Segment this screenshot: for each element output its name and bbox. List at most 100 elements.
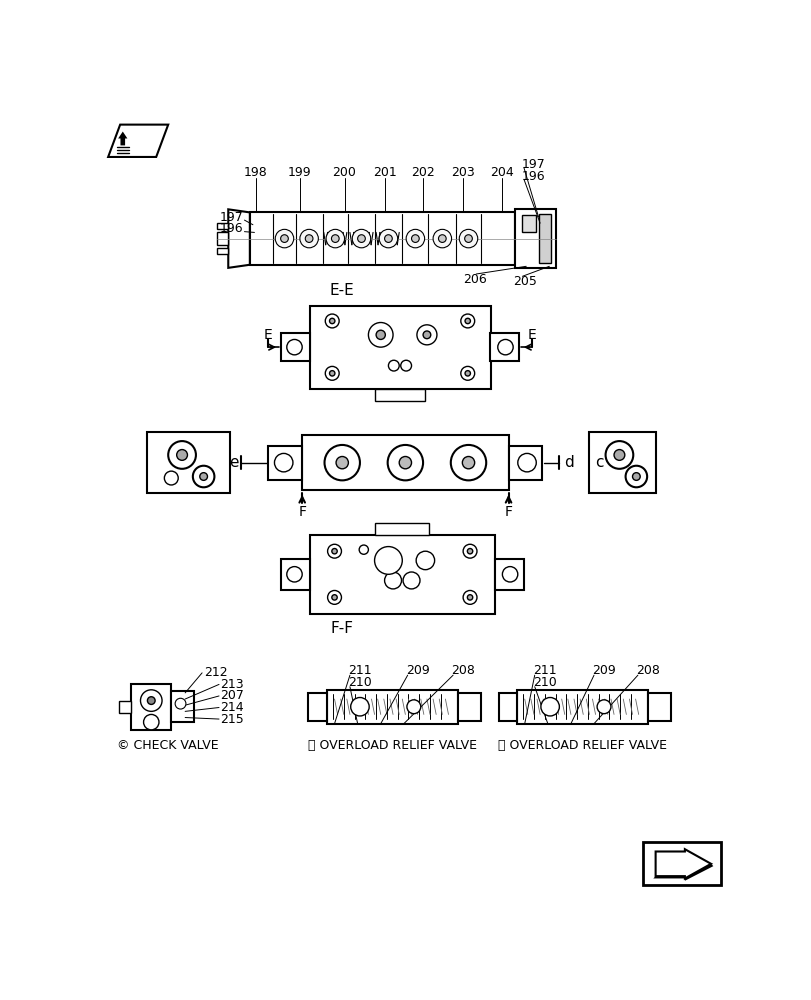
Polygon shape [118,132,127,145]
Circle shape [450,445,486,480]
Text: 197: 197 [220,211,243,224]
Text: 208: 208 [451,664,475,677]
Circle shape [465,318,470,324]
Bar [642,842,720,885]
Text: ⓔ OVERLOAD RELIEF VALVE: ⓔ OVERLOAD RELIEF VALVE [497,739,666,752]
Circle shape [497,339,513,355]
Text: 197: 197 [521,158,544,171]
Circle shape [374,547,401,574]
Circle shape [326,229,344,248]
Bar [498,693,517,721]
Bar [647,693,670,721]
Circle shape [329,371,334,376]
Bar [508,446,542,480]
Circle shape [177,450,187,460]
Circle shape [416,551,434,570]
Circle shape [596,700,610,714]
Bar [118,701,131,713]
Circle shape [406,700,420,714]
Polygon shape [228,209,250,268]
Text: F: F [504,505,512,519]
Circle shape [325,314,339,328]
Circle shape [329,318,334,324]
Bar [490,333,519,361]
Circle shape [379,229,397,248]
Circle shape [332,549,337,554]
Text: E: E [527,328,536,342]
Circle shape [336,456,348,469]
Bar [147,432,230,493]
Text: 200: 200 [333,166,356,179]
Circle shape [352,229,371,248]
Circle shape [140,690,162,711]
Bar [217,232,228,245]
Text: 209: 209 [592,664,616,677]
Bar [494,559,523,590]
Polygon shape [108,125,168,157]
Circle shape [399,456,411,469]
Bar [217,223,228,229]
Circle shape [540,698,559,716]
Text: 204: 204 [490,166,513,179]
Circle shape [605,441,633,469]
Circle shape [305,235,312,242]
Circle shape [286,567,302,582]
Circle shape [200,473,208,480]
Bar [250,212,515,265]
Text: 198: 198 [244,166,268,179]
Text: 203: 203 [451,166,474,179]
Text: 210: 210 [533,676,556,689]
Circle shape [368,323,393,347]
Circle shape [286,339,302,355]
Text: F-F: F-F [330,621,354,636]
Text: E-E: E-E [329,283,354,298]
Circle shape [358,545,368,554]
Circle shape [327,544,341,558]
Circle shape [461,456,474,469]
Circle shape [168,441,195,469]
Text: 210: 210 [348,676,371,689]
Bar [217,248,228,254]
Circle shape [465,371,470,376]
Bar [457,693,480,721]
Circle shape [462,590,476,604]
Circle shape [148,697,155,704]
Text: 207: 207 [221,689,244,702]
Bar [375,523,429,535]
Circle shape [281,235,288,242]
Text: 196: 196 [521,170,544,183]
Text: d: d [564,455,573,470]
Bar [521,215,534,232]
Text: 201: 201 [372,166,396,179]
Text: c: c [594,455,603,470]
Circle shape [384,235,392,242]
Text: © CHECK VALVE: © CHECK VALVE [117,739,218,752]
Circle shape [375,330,385,339]
Text: 202: 202 [410,166,435,179]
Bar [375,389,424,401]
Bar [326,690,457,724]
Circle shape [350,698,369,716]
Text: 205: 205 [513,275,537,288]
Bar [171,691,194,722]
Text: 211: 211 [533,664,556,677]
Text: 206: 206 [462,273,486,286]
Circle shape [331,235,339,242]
Bar [310,535,494,614]
Circle shape [387,445,423,480]
Circle shape [274,453,293,472]
Text: 213: 213 [221,678,244,691]
Polygon shape [654,849,710,878]
Circle shape [462,544,476,558]
Circle shape [461,366,474,380]
Circle shape [632,473,639,480]
Circle shape [402,572,419,589]
Bar [310,306,490,389]
Bar [131,684,171,730]
Bar [302,435,508,490]
Bar [281,559,310,590]
Bar [268,446,302,480]
Circle shape [624,466,646,487]
Circle shape [327,590,341,604]
Circle shape [461,314,474,328]
